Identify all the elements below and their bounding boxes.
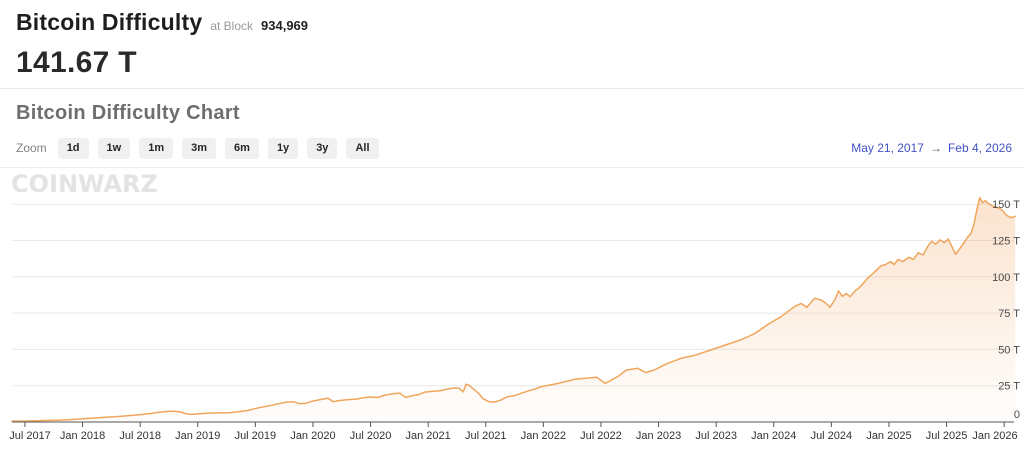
chart-controls: Zoom 1d 1w 1m 3m 6m 1y 3y All May 21, 2017 → Fe… <box>0 137 1024 159</box>
zoom-button-group: Zoom 1d 1w 1m 3m 6m 1y 3y All <box>16 137 379 159</box>
x-tick-label: Jul 2024 <box>811 430 853 442</box>
zoom-buttons: 1d 1w 1m 3m 6m 1y 3y All <box>57 137 379 159</box>
x-tick-label: Jan 2024 <box>751 430 796 442</box>
date-range: May 21, 2017 → Feb 4, 2026 <box>851 141 1012 155</box>
zoom-button-all[interactable]: All <box>346 137 379 159</box>
block-number: 934,969 <box>261 18 309 33</box>
range-start-date[interactable]: May 21, 2017 <box>851 141 924 155</box>
zoom-button-1w[interactable]: 1w <box>97 137 131 159</box>
x-tick-label: Jan 2022 <box>521 430 566 442</box>
x-tick-label: Jul 2018 <box>119 430 161 442</box>
y-tick-label: 0 <box>1014 409 1020 421</box>
page-title: Bitcoin Difficulty <box>16 9 203 35</box>
zoom-button-3m[interactable]: 3m <box>182 137 217 159</box>
coinwarz-watermark-logo: CoinWarz <box>11 170 158 198</box>
y-tick-label: 75 T <box>998 308 1020 320</box>
zoom-label: Zoom <box>16 141 47 155</box>
difficulty-summary-section: Bitcoin Difficulty at Block 934,969 141.… <box>0 0 1024 89</box>
difficulty-area-fill <box>12 197 1016 422</box>
title-row: Bitcoin Difficulty at Block 934,969 <box>16 9 1008 36</box>
x-tick-label: Jul 2020 <box>350 430 392 442</box>
zoom-button-3y[interactable]: 3y <box>307 137 338 159</box>
y-tick-label: 100 T <box>992 272 1020 284</box>
x-tick-label: Jan 2025 <box>866 430 911 442</box>
difficulty-area-chart-svg[interactable]: 0 25 T 50 T 75 T 100 T 125 T 150 T Jul 2017 Jan … <box>0 168 1024 453</box>
difficulty-line <box>11 196 1016 422</box>
zoom-button-1y[interactable]: 1y <box>267 137 299 159</box>
x-tick-label: Jul 2017 <box>9 430 51 442</box>
block-label: at Block <box>210 19 254 33</box>
x-tick-label: Jul 2025 <box>926 430 968 442</box>
x-tick-label: Jul 2022 <box>580 430 622 442</box>
difficulty-chart: CoinWarz 0 25 T 50 T 75 T 100 T 125 T 150 T Jul… <box>0 167 1024 453</box>
x-tick-label: Jan 2021 <box>406 430 451 442</box>
range-end-date[interactable]: Feb 4, 2026 <box>947 141 1012 155</box>
x-tick-label: Jan 2019 <box>175 430 220 442</box>
x-tick-label: Jul 2023 <box>695 430 737 442</box>
zoom-button-6m[interactable]: 6m <box>225 137 259 159</box>
y-tick-label: 50 T <box>998 344 1020 356</box>
current-difficulty-value: 141.67 T <box>16 46 137 79</box>
range-arrow-icon: → <box>929 141 942 155</box>
x-tick-label: Jan 2023 <box>636 430 681 442</box>
chart-heading-section: Bitcoin Difficulty Chart <box>0 89 1024 125</box>
y-tick-label: 150 T <box>992 199 1020 211</box>
x-tick-label: Jan 2026 <box>972 430 1017 442</box>
x-tick-label: Jul 2019 <box>235 430 277 442</box>
y-tick-label: 25 T <box>998 381 1020 393</box>
zoom-button-1m[interactable]: 1m <box>139 137 174 159</box>
zoom-button-1d[interactable]: 1d <box>57 137 89 159</box>
y-tick-label: 125 T <box>992 236 1020 248</box>
x-tick-label: Jan 2020 <box>290 430 335 442</box>
chart-title: Bitcoin Difficulty Chart <box>16 102 240 124</box>
x-tick-label: Jan 2018 <box>60 430 105 442</box>
x-tick-label: Jul 2021 <box>465 430 507 442</box>
